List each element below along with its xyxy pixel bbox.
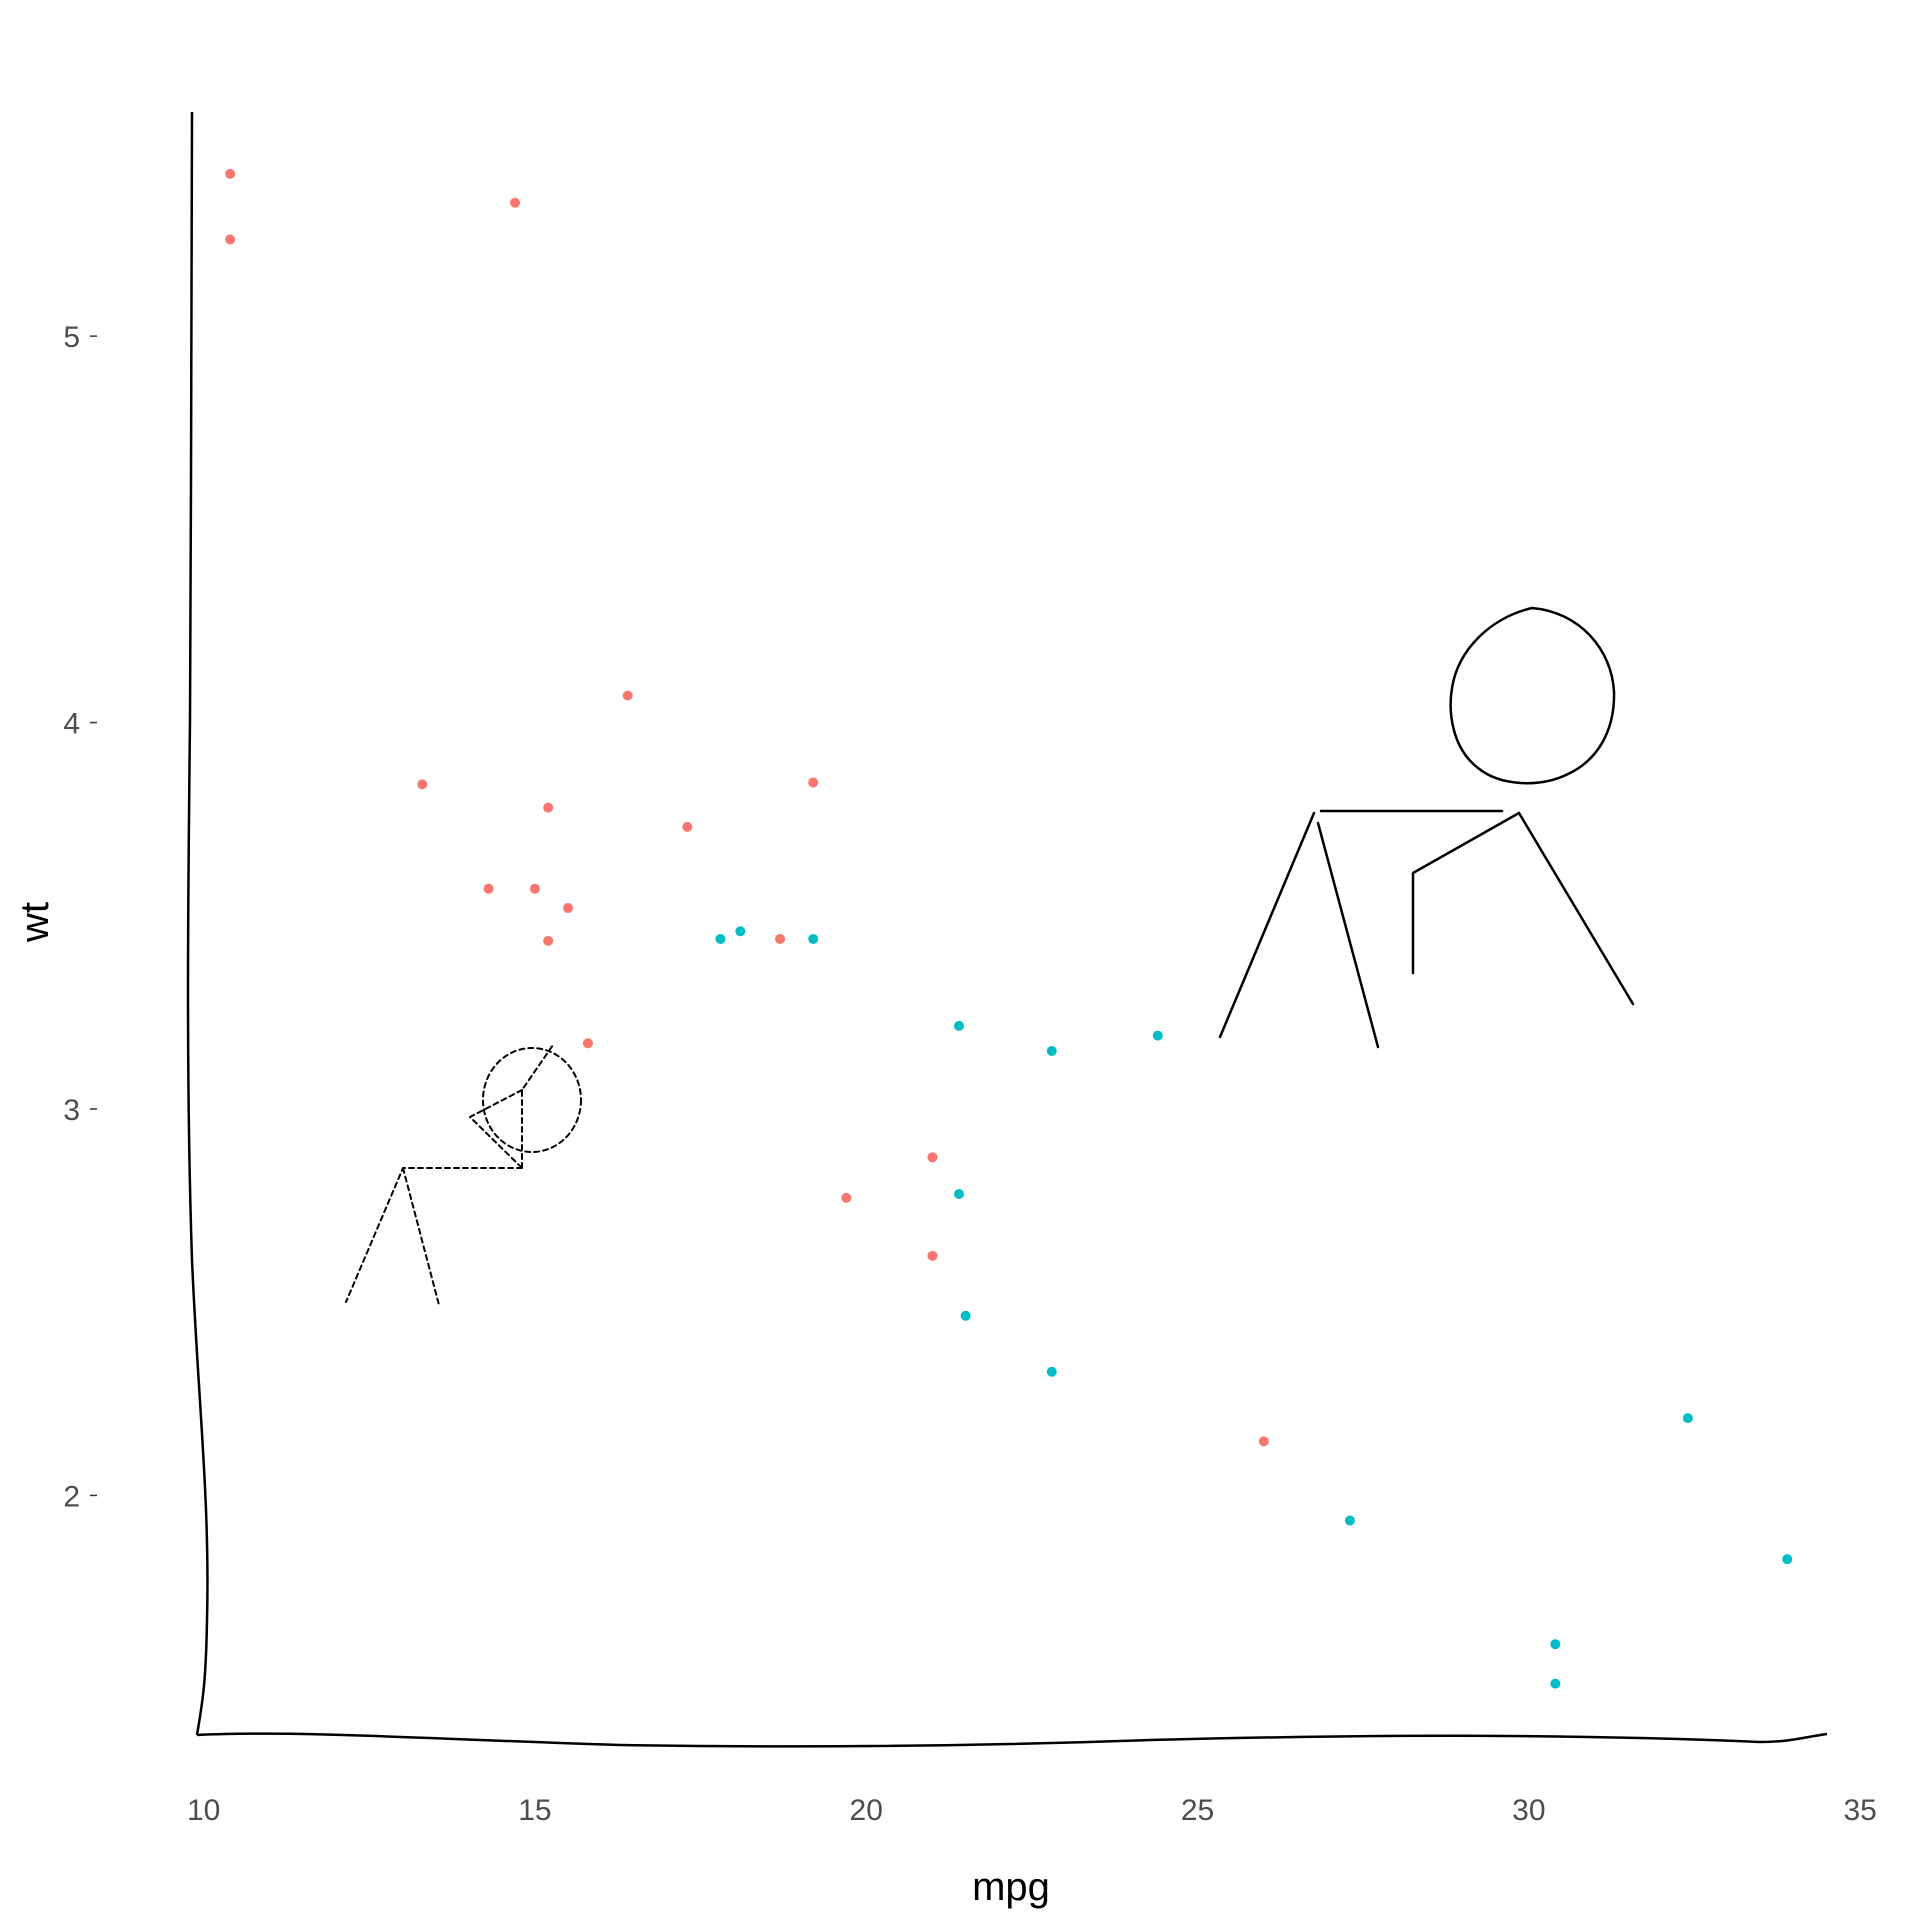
stick-figures [345,606,1635,1306]
x-tick-label: 30 [1512,1794,1545,1827]
data-point [563,903,574,914]
stick-figure-small-body [345,1044,554,1306]
stick-figure-small [345,1044,582,1306]
x-tick-label: 35 [1843,1794,1876,1827]
series-1 [225,168,1269,1447]
y-tick-label: 3 [63,1094,80,1127]
x-ticks: 10 15 20 25 30 35 [187,1794,1877,1827]
data-point [960,1310,971,1321]
series-2 [715,926,1793,1689]
axes: 10 15 20 25 30 35 2 3 4 5 mpg wt [13,111,1877,1909]
data-point [808,933,819,944]
y-axis-line [186,111,209,1736]
data-point [775,933,786,944]
data-point [927,1250,938,1261]
data-point [510,197,521,208]
data-point [953,1020,964,1031]
data-point [927,1152,938,1163]
x-tick-label: 20 [850,1794,883,1827]
data-point [715,933,726,944]
x-tick-label: 15 [518,1794,551,1827]
data-point [543,935,554,946]
data-point [1258,1436,1269,1447]
stick-figure-large-head [1449,606,1616,785]
stick-figure-small-head [482,1047,582,1153]
data-point [1550,1678,1561,1689]
x-tick-label: 25 [1181,1794,1214,1827]
y-tick-label: 4 [63,708,80,741]
data-point [808,777,819,788]
data-point [1782,1554,1793,1565]
data-point [735,926,746,937]
data-point [225,234,236,245]
data-point [1046,1366,1057,1377]
x-tick-label: 10 [187,1794,220,1827]
x-axis-title: mpg [972,1865,1050,1909]
data-point [953,1189,964,1199]
y-axis-title: wt [13,902,57,943]
data-point [1046,1046,1057,1057]
stick-figure-large-body [1218,809,1635,1049]
data-point [622,690,633,701]
y-tick-label: 2 [63,1480,80,1513]
data-points [225,168,1793,1689]
data-point [225,168,236,179]
data-point [1344,1515,1355,1526]
data-point [543,802,554,813]
stick-figure-large [1218,606,1635,1049]
data-point [417,779,428,790]
data-point [483,883,494,894]
x-axis-line [196,1732,1828,1748]
data-point [682,821,693,832]
data-point [1550,1639,1561,1650]
y-tick-label: 5 [63,321,80,354]
y-ticks: 2 3 4 5 [63,321,97,1513]
data-point [529,883,540,894]
data-point [1152,1030,1163,1041]
data-point [582,1038,593,1049]
data-point [1682,1413,1693,1424]
data-point [841,1192,852,1203]
